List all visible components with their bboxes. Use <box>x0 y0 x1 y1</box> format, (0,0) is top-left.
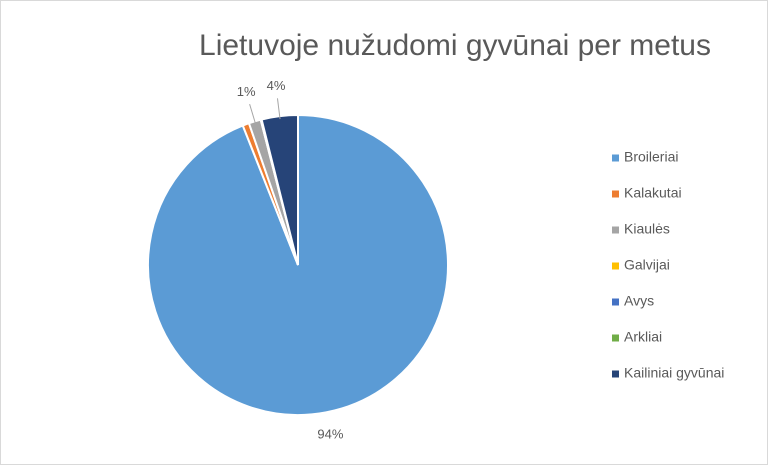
data-label: 4% <box>267 78 286 93</box>
legend-label: Avys <box>624 293 654 309</box>
legend-marker <box>612 190 619 198</box>
leader-line <box>276 98 281 120</box>
legend-label: Kalakutai <box>624 185 682 201</box>
chart-title: Lietuvoje nužudomi gyvūnai per metus <box>199 29 711 62</box>
legend-label: Kailiniai gyvūnai <box>624 365 724 381</box>
legend-marker <box>612 298 619 306</box>
legend-marker <box>612 334 619 342</box>
data-label: 94% <box>317 426 343 441</box>
leader-line <box>249 103 257 125</box>
legend-label: Galvijai <box>624 257 670 273</box>
legend-label: Broileriai <box>624 149 678 165</box>
legend-label: Kiaulės <box>624 221 670 237</box>
legend-label: Arkliai <box>624 329 662 345</box>
legend-marker <box>612 154 619 162</box>
legend-marker <box>612 226 619 234</box>
legend-marker <box>612 370 619 378</box>
legend-marker <box>612 262 619 270</box>
data-label: 1% <box>237 84 256 99</box>
